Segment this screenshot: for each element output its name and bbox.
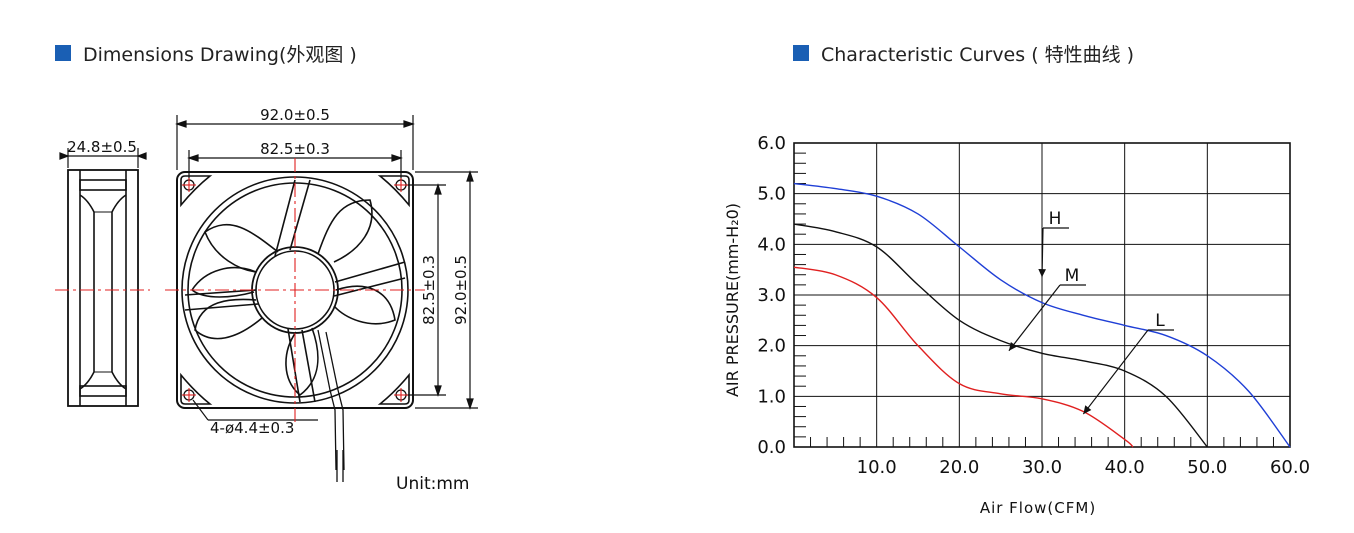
thickness-label: 24.8±0.5 [67, 138, 137, 156]
callout-arrow [1008, 341, 1017, 351]
curves-title: Characteristic Curves ( 特性曲线 ) [821, 43, 1135, 66]
x-tick-label: 30.0 [1022, 457, 1062, 478]
dimensions-title: Dimensions Drawing(外观图 ) [83, 43, 357, 66]
callout-arrow [1083, 405, 1092, 415]
dimensions-drawing [55, 115, 478, 482]
x-tick-label: 60.0 [1270, 457, 1310, 478]
width-dimensions [175, 115, 415, 180]
callout-leader [1082, 329, 1149, 415]
blue-square-icon [793, 45, 809, 61]
series-label-H: H [1049, 209, 1062, 229]
width-outer-label: 92.0±0.5 [260, 106, 330, 124]
blue-square-icon [55, 45, 71, 61]
y-tick-label: 2.0 [757, 336, 786, 357]
series-label-L: L [1155, 311, 1165, 331]
curves-header: Characteristic Curves ( 特性曲线 ) [793, 40, 1134, 66]
width-hole-label: 82.5±0.3 [260, 140, 330, 158]
curve-L [793, 266, 1134, 448]
hole-leader [192, 399, 318, 421]
x-tick-label: 20.0 [939, 457, 979, 478]
characteristic-chart: 0.0 1.0 2.0 3.0 4.0 5.0 6.0 10.0 20.0 30.0 40.0 50.… [723, 133, 1310, 517]
y-tick-label: 6.0 [757, 133, 786, 154]
y-axis-label: AIR PRESSURE(mm-H₂0) [723, 203, 742, 397]
callout-leader [1041, 227, 1044, 278]
series-label-M: M [1065, 266, 1080, 286]
curve-H [793, 182, 1291, 448]
fan-side-view [67, 169, 139, 407]
x-tick-label: 40.0 [1105, 457, 1145, 478]
callout-leader [1008, 284, 1061, 352]
height-hole-label: 82.5±0.3 [420, 255, 438, 325]
x-tick-label: 50.0 [1187, 457, 1227, 478]
y-tick-label: 4.0 [757, 234, 786, 255]
x-axis-label: Air Flow(CFM) [980, 499, 1096, 517]
unit-label: Unit:mm [396, 474, 469, 494]
dimensions-header: Dimensions Drawing(外观图 ) [55, 40, 357, 66]
curve-M [793, 223, 1208, 448]
height-outer-label: 92.0±0.5 [452, 255, 470, 325]
y-tick-label: 1.0 [757, 386, 786, 407]
y-tick-label: 3.0 [757, 285, 786, 306]
holes-label: 4-ø4.4±0.3 [210, 419, 294, 437]
callout-arrow [1038, 269, 1047, 278]
height-dimensions [406, 170, 478, 410]
y-tick-label: 0.0 [757, 437, 786, 458]
center-lines [55, 158, 425, 425]
x-tick-label: 10.0 [857, 457, 897, 478]
thickness-dimension [59, 148, 147, 168]
y-tick-label: 5.0 [757, 184, 786, 205]
